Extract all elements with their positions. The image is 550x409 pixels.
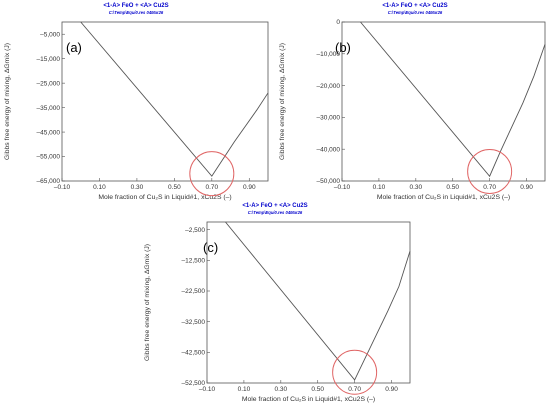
- chart-c-plot-frame: [206, 221, 411, 384]
- chart-a-y-tick-label: –45,000: [37, 129, 61, 136]
- chart-b-x-tick-label: 0.90: [520, 184, 533, 191]
- chart-a-x-axis-label: Mole fraction of Cu₂S in Liquid#1, xCu2S…: [98, 194, 231, 201]
- chart-b-plot-frame: [341, 21, 546, 182]
- chart-a-y-tick-label: –65,000: [37, 178, 61, 185]
- chart-a-x-tick-label: –0.10: [54, 184, 71, 191]
- chart-b-title: <1-A> FeO + <A> Cu2S: [382, 3, 447, 9]
- chart-c-panel-label: (c): [203, 240, 218, 255]
- chart-a-title: <1-A> FeO + <A> Cu2S: [103, 3, 168, 9]
- chart-b-x-tick-label: 0.70: [483, 184, 496, 191]
- chart-panel-a: <1-A> FeO + <A> Cu2S C:\Temp\Equi0.res 04…: [0, 0, 275, 205]
- chart-a-y-axis-label: Gibbs free energy of mixing, ΔGmix (J): [4, 43, 11, 160]
- chart-b-y-tick-label: –20,000: [317, 83, 341, 90]
- chart-c-subtitle: C:\Temp\Equi0.res 04Mar26: [248, 210, 303, 215]
- chart-b-y-tick-label: –50,000: [317, 178, 341, 185]
- chart-a-x-tick-label: 0.10: [93, 184, 106, 191]
- chart-a-x-tick-label: 0.90: [243, 184, 256, 191]
- chart-a-x-tick-label: 0.30: [131, 184, 144, 191]
- chart-a-panel-label: (a): [66, 40, 82, 55]
- chart-c-x-tick-label: 0.30: [274, 386, 287, 393]
- chart-b-subtitle: C:\Temp\Equi0.res 04Mar26: [388, 10, 443, 15]
- chart-b-x-tick-label: 0.10: [373, 184, 386, 191]
- chart-b-y-axis-label: Gibbs free energy of mixing, ΔGmix (J): [279, 43, 286, 160]
- chart-c-x-axis-label: Mole fraction of Cu₂S in Liquid#1, xCu2S…: [242, 396, 375, 403]
- chart-c-x-tick-label: 0.10: [238, 386, 251, 393]
- chart-b-highlight-circle: [467, 148, 513, 194]
- chart-c-x-tick-label: 0.90: [385, 386, 398, 393]
- chart-b-x-tick-label: –0.10: [334, 184, 351, 191]
- chart-c-series-line: [225, 221, 411, 381]
- chart-c-x-tick-label: –0.10: [199, 386, 216, 393]
- chart-panel-c: <1-A> FeO + <A> Cu2S C:\Temp\Equi0.res 04…: [140, 200, 411, 409]
- chart-a-y-tick-label: –55,000: [37, 154, 61, 161]
- chart-a-x-tick-label: 0.70: [205, 184, 218, 191]
- chart-c-x-tick-label: 0.50: [311, 386, 324, 393]
- chart-a-highlight-circle: [189, 151, 235, 197]
- chart-a-plot-frame: [61, 21, 269, 182]
- chart-a-y-tick-label: –5,000: [40, 31, 60, 38]
- chart-a-y-tick-label: –35,000: [37, 105, 61, 112]
- chart-b-x-tick-label: 0.30: [409, 184, 422, 191]
- chart-a-subtitle: C:\Temp\Equi0.res 04Mar26: [109, 10, 164, 15]
- chart-b-x-axis-label: Mole fraction of Cu₂S in Liquid#1, xCu2S…: [377, 194, 510, 201]
- chart-c-y-tick-label: –2,500: [185, 227, 205, 234]
- chart-c-y-tick-label: –42,500: [182, 350, 206, 357]
- chart-c-y-tick-label: –52,500: [182, 380, 206, 387]
- chart-c-y-tick-label: –12,500: [182, 258, 206, 265]
- chart-b-y-tick-label: 0: [336, 19, 340, 26]
- chart-c-title: <1-A> FeO + <A> Cu2S: [242, 203, 307, 209]
- chart-b-y-tick-label: –40,000: [317, 146, 341, 153]
- chart-a-y-tick-label: –15,000: [37, 56, 61, 63]
- chart-b-series-line: [360, 21, 546, 178]
- chart-b-y-tick-label: –30,000: [317, 115, 341, 122]
- chart-b-y-tick-label: –10,000: [317, 51, 341, 58]
- chart-c-x-tick-label: 0.70: [348, 386, 361, 393]
- chart-a-x-tick-label: 0.50: [168, 184, 181, 191]
- chart-c-highlight-circle: [332, 349, 378, 395]
- chart-a-series-line: [80, 21, 269, 177]
- chart-b-panel-label: (b): [335, 40, 351, 55]
- chart-c-y-tick-label: –32,500: [182, 319, 206, 326]
- chart-c-y-tick-label: –22,500: [182, 288, 206, 295]
- chart-b-x-tick-label: 0.50: [446, 184, 459, 191]
- chart-a-y-tick-label: –25,000: [37, 80, 61, 87]
- chart-c-y-axis-label: Gibbs free energy of mixing, ΔGmix (J): [144, 244, 151, 361]
- chart-panel-b: <1-A> FeO + <A> Cu2S C:\Temp\Equi0.res 04…: [275, 0, 550, 205]
